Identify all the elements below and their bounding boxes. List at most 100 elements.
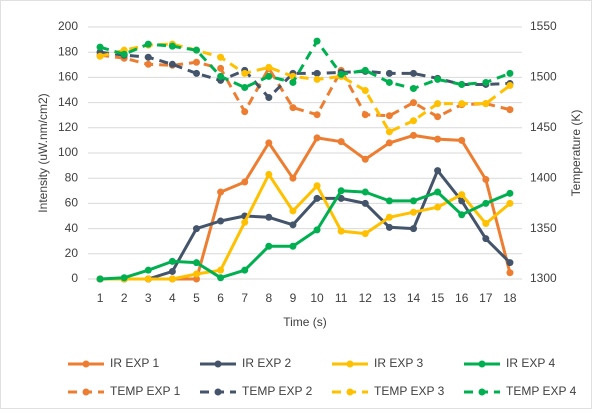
legend-marker xyxy=(214,360,222,368)
data-point xyxy=(385,69,393,77)
data-point xyxy=(217,64,225,72)
x-tick-label: 18 xyxy=(503,291,517,305)
x-tick-label: 5 xyxy=(193,291,200,305)
legend-label: TEMP EXP 4 xyxy=(506,384,577,398)
data-point xyxy=(193,275,200,283)
x-tick-label: 9 xyxy=(290,291,297,305)
data-point xyxy=(482,199,490,207)
data-point xyxy=(289,242,297,250)
data-point xyxy=(193,270,200,278)
data-point xyxy=(144,60,152,68)
data-point xyxy=(193,58,200,66)
data-point xyxy=(385,78,393,86)
data-point xyxy=(337,187,345,195)
data-point xyxy=(241,108,249,116)
x-tick-label: 13 xyxy=(383,291,397,305)
y-tick-label: 40 xyxy=(65,221,79,235)
y-tick-label: 140 xyxy=(58,95,78,109)
data-point xyxy=(217,266,225,274)
data-point xyxy=(385,128,393,136)
y2-tick-label: 1550 xyxy=(530,19,557,33)
data-point xyxy=(482,235,490,243)
x-tick-label: 1 xyxy=(97,291,104,305)
data-point xyxy=(361,155,369,163)
data-point xyxy=(193,69,200,77)
data-point xyxy=(506,106,514,114)
y2-tick-label: 1300 xyxy=(530,271,557,285)
y-tick-label: 100 xyxy=(58,145,78,159)
data-point xyxy=(265,242,273,250)
data-point xyxy=(217,188,225,196)
data-point xyxy=(120,274,128,282)
data-point xyxy=(193,259,200,267)
data-point xyxy=(265,170,273,178)
data-point xyxy=(265,213,273,221)
data-point xyxy=(313,111,321,119)
data-point xyxy=(361,230,369,238)
data-point xyxy=(337,70,345,78)
data-point xyxy=(265,94,273,102)
data-point xyxy=(458,197,466,205)
data-point xyxy=(120,50,128,58)
data-point xyxy=(410,84,417,92)
data-point xyxy=(313,75,321,83)
x-tick-label: 14 xyxy=(407,291,421,305)
data-point xyxy=(361,111,369,119)
data-point xyxy=(168,42,176,50)
data-point xyxy=(144,266,152,274)
x-tick-label: 12 xyxy=(359,291,373,305)
data-point xyxy=(289,207,297,215)
data-point xyxy=(241,218,249,226)
data-point xyxy=(385,223,393,231)
data-point xyxy=(434,203,442,211)
legend-marker xyxy=(214,388,222,396)
y-tick-label: 0 xyxy=(71,271,78,285)
legend-label: IR EXP 1 xyxy=(110,356,159,370)
data-point xyxy=(337,138,345,146)
data-point xyxy=(313,194,321,202)
data-point xyxy=(217,53,225,61)
y-tick-label: 120 xyxy=(58,120,78,134)
x-tick-label: 11 xyxy=(335,291,348,305)
data-point xyxy=(506,69,514,77)
legend-label: IR EXP 3 xyxy=(374,356,423,370)
y-tick-label: 60 xyxy=(65,196,79,210)
data-point xyxy=(434,113,442,121)
data-point xyxy=(289,78,297,86)
data-point xyxy=(144,53,152,61)
data-point xyxy=(289,221,297,229)
series-line xyxy=(100,169,511,281)
y2-tick-label: 1450 xyxy=(530,120,557,134)
data-point xyxy=(265,139,273,147)
data-point xyxy=(337,227,345,235)
data-point xyxy=(410,208,417,216)
data-point xyxy=(217,217,225,225)
y-tick-label: 160 xyxy=(58,70,78,84)
data-point xyxy=(289,174,297,182)
data-point xyxy=(241,178,249,186)
legend-marker xyxy=(346,388,354,396)
y-tick-label: 80 xyxy=(65,170,79,184)
x-tick-label: 17 xyxy=(479,291,493,305)
data-point xyxy=(434,188,442,196)
data-point xyxy=(361,87,369,95)
data-point xyxy=(482,175,490,183)
y-axis-title: Intensity (uW.nm/cm2) xyxy=(36,93,50,212)
data-point xyxy=(313,69,321,77)
y-tick-label: 200 xyxy=(58,19,78,33)
data-point xyxy=(217,72,225,80)
data-point xyxy=(168,60,176,68)
data-point xyxy=(410,69,417,77)
data-point xyxy=(506,199,514,207)
data-point xyxy=(265,63,273,71)
data-point xyxy=(144,275,152,283)
series-line xyxy=(99,50,510,100)
y2-tick-label: 1500 xyxy=(530,70,557,84)
data-point xyxy=(458,211,466,219)
data-point xyxy=(458,191,466,199)
y-tick-label: 180 xyxy=(58,44,78,58)
x-tick-label: 7 xyxy=(241,291,248,305)
data-point xyxy=(385,197,393,205)
data-point xyxy=(361,188,369,196)
